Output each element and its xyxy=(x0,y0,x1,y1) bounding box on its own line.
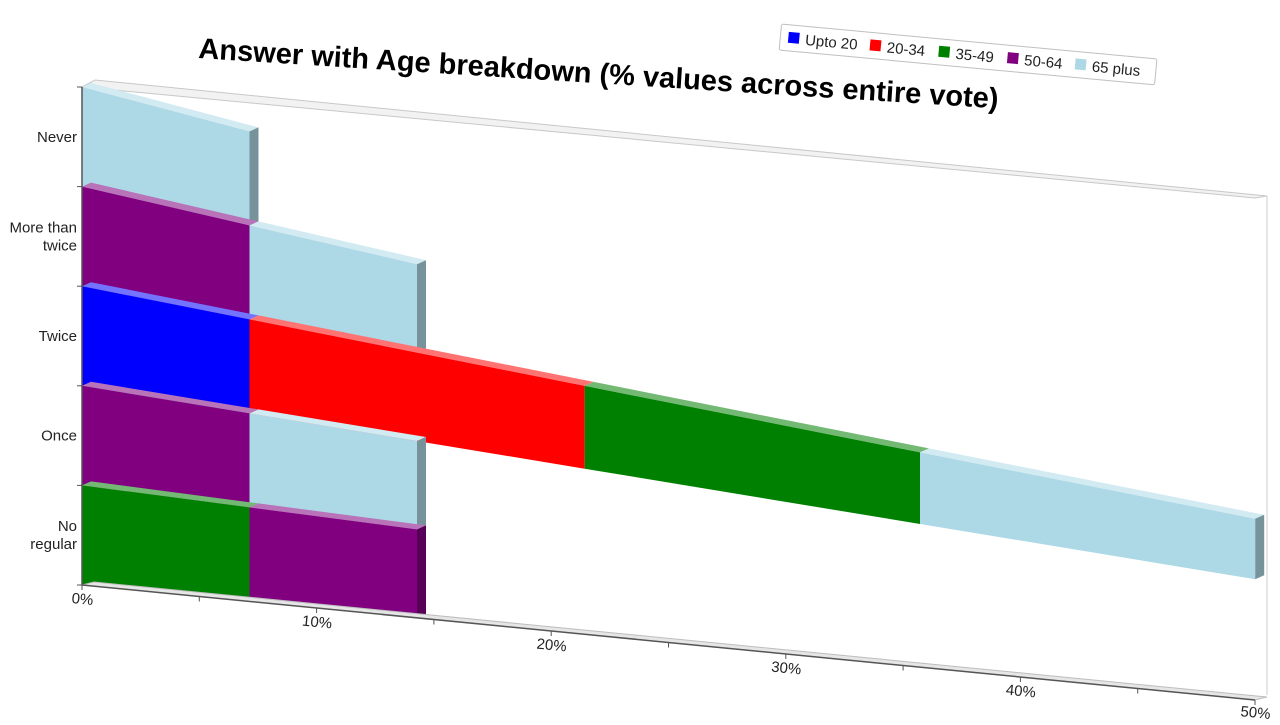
bar-segment-twice-65-plus xyxy=(920,452,1256,580)
bars-layer xyxy=(82,83,1265,618)
bar-end-face xyxy=(417,260,426,353)
x-tick-label-3: 30% xyxy=(770,659,802,679)
legend: Upto 20 20-34 35-49 50-64 65 plus xyxy=(778,23,1158,86)
bar-segment-twice-upto-20 xyxy=(82,286,250,414)
bar-top-face xyxy=(249,221,426,265)
bar-top-face xyxy=(920,448,1265,519)
category-label-0-0: Never xyxy=(37,129,77,146)
bar-segment-once-65-plus xyxy=(249,413,417,530)
legend-label-0: Upto 20 xyxy=(804,32,858,54)
category-label-1-0: More than xyxy=(9,219,77,236)
legend-label-3: 50-64 xyxy=(1023,52,1063,72)
bar-top-face xyxy=(82,282,259,320)
bar-segment-twice-20-34 xyxy=(249,319,585,469)
bar-top-face xyxy=(249,409,426,441)
bar-segment-more-than-twice-50-64 xyxy=(82,186,250,320)
bar-end-face xyxy=(417,437,426,530)
bar-segment-no-regular-50-64 xyxy=(249,507,417,618)
bar-top-face xyxy=(82,481,259,508)
x-tick-label-4: 40% xyxy=(1005,682,1037,702)
bar-top-face xyxy=(82,381,259,414)
top-wall xyxy=(80,79,1268,199)
category-label-4-1: regular xyxy=(30,536,77,553)
bar-top-face xyxy=(82,83,259,132)
legend-swatch-2 xyxy=(938,45,951,58)
category-label-2-0: Twice xyxy=(39,328,77,345)
bar-top-face xyxy=(249,315,594,386)
legend-label-4: 65 plus xyxy=(1091,59,1141,80)
x-tick-label-5: 50% xyxy=(1240,703,1272,720)
x-axis-floor xyxy=(81,581,1268,701)
bar-segment-twice-35-49 xyxy=(584,385,920,524)
category-label-3-0: Once xyxy=(41,428,77,445)
x-tick-label-2: 20% xyxy=(536,636,568,656)
x-tick-label-1: 10% xyxy=(301,613,333,633)
legend-swatch-1 xyxy=(869,39,882,52)
plot-area xyxy=(80,79,1268,695)
bar-segment-more-than-twice-65-plus xyxy=(249,225,417,353)
legend-label-2: 35-49 xyxy=(955,46,995,66)
bar-end-face xyxy=(1255,514,1265,580)
x-tick-label-0: 0% xyxy=(71,590,94,609)
bar-segment-no-regular-35-49 xyxy=(82,485,250,602)
category-label-4-0: No xyxy=(58,518,77,535)
bar-end-face xyxy=(417,525,426,618)
legend-swatch-4 xyxy=(1074,58,1087,71)
legend-swatch-3 xyxy=(1006,52,1019,65)
bar-top-face xyxy=(584,381,929,453)
legend-swatch-0 xyxy=(787,31,800,44)
category-label-1-1: twice xyxy=(43,237,77,254)
bar-top-face xyxy=(82,182,259,226)
bar-end-face xyxy=(249,127,259,226)
bar-top-face xyxy=(249,503,426,530)
legend-label-1: 20-34 xyxy=(886,39,926,59)
legend-box xyxy=(778,23,1158,86)
bar-segment-once-50-64 xyxy=(82,385,250,508)
